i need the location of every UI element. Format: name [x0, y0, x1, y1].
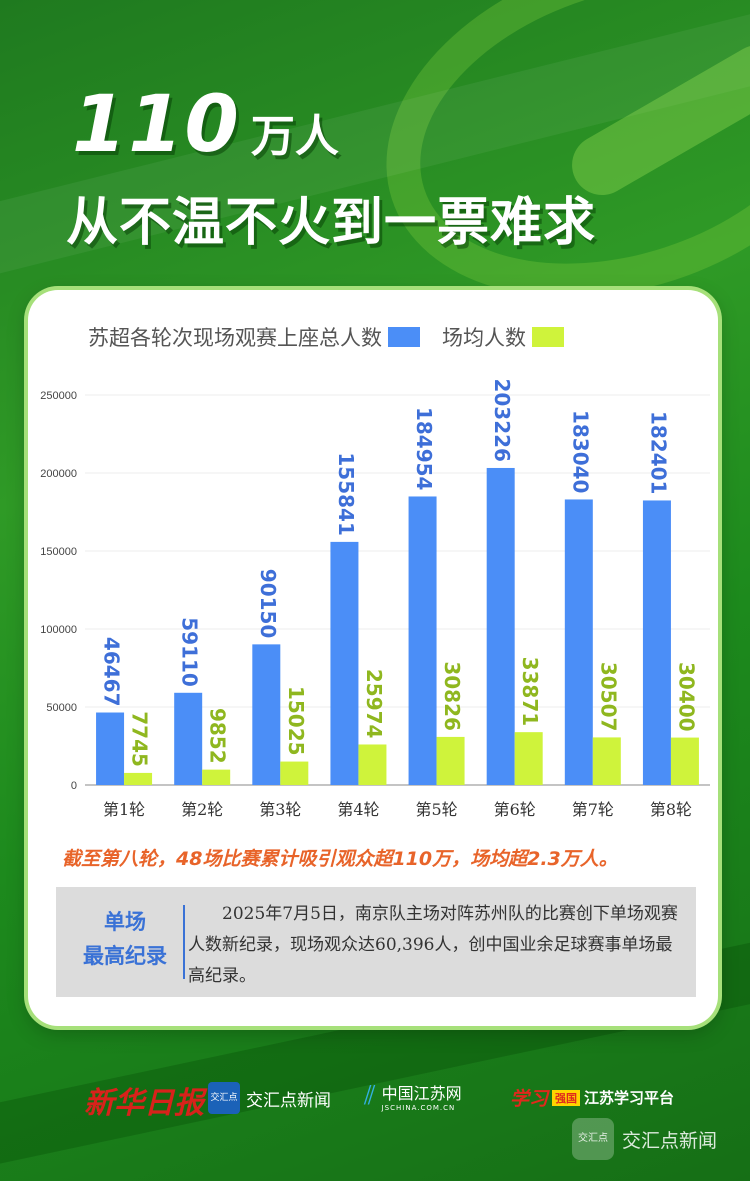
bar-total: [408, 496, 437, 785]
y-tick-label: 50000: [46, 702, 77, 714]
bar-average: [202, 769, 231, 785]
data-label-average: 7745: [128, 711, 152, 767]
data-label-total: 155841: [334, 452, 358, 536]
bar-total: [96, 712, 125, 785]
watermark: 交汇点 交汇点新闻: [572, 1118, 717, 1160]
bar-average: [358, 744, 387, 785]
jschina-logo-name: 中国江苏网: [381, 1084, 462, 1103]
x-tick-label: 第7轮: [572, 800, 614, 819]
jhd-logo: 交汇点 交汇点新闻: [208, 1082, 331, 1114]
bar-average: [592, 737, 621, 785]
y-tick-label: 150000: [40, 546, 77, 558]
xinhua-daily-logo: 新华日报: [84, 1086, 204, 1121]
watermark-text: 交汇点新闻: [622, 1129, 718, 1152]
chart-legend: 苏超各轮次现场观赛上座总人数 场均人数: [88, 322, 688, 352]
bar-total: [486, 467, 515, 785]
bar-average: [514, 732, 543, 785]
partner-logos: 新华日报 交汇点 交汇点新闻 ⫽ 中国江苏网 JSCHINA.COM.CN 学习…: [84, 1078, 684, 1122]
xuexi-logo-name: 江苏学习平台: [584, 1089, 675, 1107]
data-label-total: 184954: [412, 407, 436, 491]
x-tick-label: 第2轮: [181, 800, 223, 819]
hero-number: 110: [72, 80, 241, 170]
record-divider: [183, 905, 185, 979]
data-label-average: 25974: [362, 669, 386, 739]
data-label-total: 90150: [256, 569, 280, 639]
record-title: 单场 最高纪录: [72, 905, 178, 973]
bar-total: [330, 541, 359, 785]
x-tick-label: 第8轮: [650, 800, 692, 819]
data-label-average: 9852: [206, 708, 230, 764]
bar-average: [670, 737, 699, 785]
legend-label-average: 场均人数: [442, 326, 526, 350]
y-tick-label: 0: [71, 780, 77, 792]
legend-swatch-average: [532, 327, 564, 347]
x-tick-label: 第3轮: [259, 800, 301, 819]
record-title-line1: 单场: [104, 910, 146, 934]
x-tick-label: 第6轮: [494, 800, 536, 819]
xuexi-logo: 学习 强国 江苏学习平台: [510, 1084, 674, 1111]
data-label-average: 15025: [284, 686, 308, 756]
y-tick-label: 250000: [40, 390, 77, 402]
data-label-total: 59110: [178, 617, 202, 687]
data-label-total: 46467: [100, 637, 124, 707]
y-tick-label: 100000: [40, 624, 77, 636]
data-label-total: 182401: [646, 411, 670, 495]
xuexi-logo-tag: 强国: [552, 1089, 581, 1106]
xuexi-logo-red: 学习: [510, 1088, 549, 1110]
x-tick-label: 第4轮: [337, 800, 379, 819]
record-title-line2: 最高纪录: [83, 944, 167, 968]
summary-text: 截至第八轮，48场比赛累计吸引观众超110万，场均超2.3万人。: [62, 848, 618, 870]
bar-total: [252, 644, 281, 785]
x-tick-label: 第5轮: [415, 800, 457, 819]
bar-total: [642, 500, 671, 785]
y-tick-label: 200000: [40, 468, 77, 480]
legend-swatch-total: [388, 327, 420, 347]
data-label-average: 30507: [596, 662, 620, 732]
jhd-logo-mark: 交汇点: [208, 1082, 240, 1114]
hero-subtitle: 从不温不火到一票难求: [66, 193, 597, 253]
watermark-mark: 交汇点: [572, 1118, 614, 1160]
bar-total: [564, 499, 593, 785]
record-text: 2025年7月5日，南京队主场对阵苏州队的比赛创下单场观赛人数新纪录，现场观众达…: [188, 904, 678, 986]
x-tick-label: 第1轮: [103, 800, 145, 819]
data-label-total: 203226: [490, 378, 514, 462]
bar-total: [174, 692, 203, 785]
data-label-average: 30400: [674, 662, 698, 732]
legend-label-total: 苏超各轮次现场观赛上座总人数: [88, 326, 382, 350]
jschina-logo: ⫽ 中国江苏网 JSCHINA.COM.CN: [364, 1080, 462, 1113]
bar-average: [436, 736, 465, 785]
bar-average: [280, 761, 309, 785]
jhd-logo-name: 交汇点新闻: [246, 1090, 331, 1111]
hero-headline: 110 万人: [72, 80, 339, 170]
bar-average: [124, 772, 153, 785]
data-label-total: 183040: [568, 410, 592, 494]
data-label-average: 33871: [518, 657, 542, 727]
record-box: 单场 最高纪录 2025年7月5日，南京队主场对阵苏州队的比赛创下单场观赛人数新…: [56, 887, 696, 997]
data-label-average: 30826: [440, 661, 464, 731]
jschina-mark-icon: ⫽: [364, 1080, 376, 1111]
jschina-logo-url: JSCHINA.COM.CN: [381, 1104, 456, 1112]
hero-unit: 万人: [250, 111, 339, 162]
